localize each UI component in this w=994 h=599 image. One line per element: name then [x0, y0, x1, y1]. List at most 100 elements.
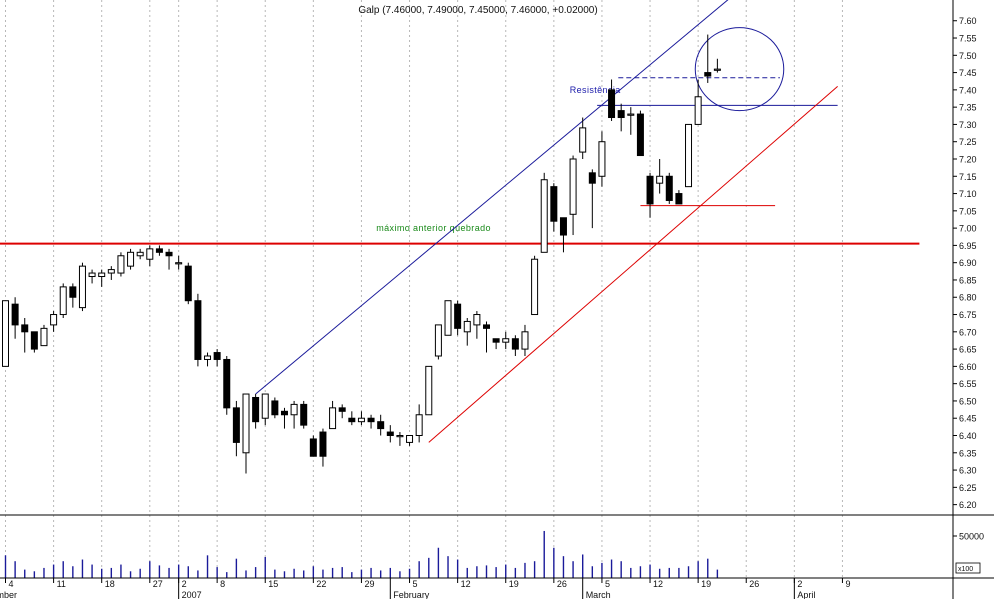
price-tick-label: 6.30: [959, 466, 977, 476]
candle-body-up: [146, 248, 154, 260]
candle-body-up: [425, 365, 433, 416]
candle-body-down: [155, 248, 163, 253]
candle-body-down: [588, 172, 596, 184]
candle: [155, 245, 163, 256]
candle: [473, 311, 481, 339]
candle: [11, 297, 19, 339]
candle-body-down: [377, 421, 385, 430]
x-tick-label: 11: [57, 579, 66, 589]
month-label: 2007: [182, 590, 202, 599]
price-tick-label: 6.20: [959, 500, 977, 510]
month-label: March: [586, 590, 611, 599]
candle-body-up: [434, 324, 442, 357]
x-tick-label: 19: [509, 579, 519, 589]
price-tick-label: 7.20: [959, 154, 977, 164]
candle: [483, 321, 490, 353]
candle-body-down: [608, 89, 616, 119]
candle: [521, 324, 529, 357]
candle-body-down: [338, 407, 346, 412]
candle-body-down: [69, 286, 77, 298]
candle-body-up: [136, 251, 144, 257]
candle-body-up: [59, 286, 67, 316]
x-tick-label: 12: [461, 579, 471, 589]
candle: [617, 103, 625, 132]
candle-body-up: [540, 179, 548, 253]
x-tick-label: 15: [268, 579, 278, 589]
candle-body-down: [492, 338, 500, 343]
candle-body-down: [367, 417, 375, 423]
candle-body-down: [280, 410, 288, 416]
candle: [50, 311, 58, 332]
candle-body-down: [617, 110, 625, 119]
candle-body-up: [78, 265, 86, 309]
candle: [357, 411, 365, 426]
candle-body-down: [194, 300, 202, 360]
candle-body-up: [415, 414, 423, 437]
candle: [636, 110, 644, 157]
candle-body-down: [232, 407, 240, 443]
candles: [2, 34, 721, 474]
candle: [146, 245, 154, 267]
candle-body-up: [656, 175, 664, 184]
annotation-trend-line: [428, 86, 838, 443]
candle-body-down: [21, 324, 29, 333]
candle: [425, 365, 433, 416]
candle: [21, 317, 29, 353]
price-tick-label: 6.95: [959, 241, 977, 251]
candle-body-up: [598, 141, 606, 177]
chart-grid: [5, 0, 843, 578]
candle: [127, 248, 135, 270]
candle: [2, 300, 9, 367]
x-tick-label: 22: [316, 579, 326, 589]
candle-body-down: [309, 438, 317, 457]
candle: [78, 262, 86, 312]
candle: [377, 414, 385, 436]
candle-body-up: [521, 331, 529, 350]
candle-body-up: [694, 96, 702, 125]
price-tick-label: 6.35: [959, 448, 977, 458]
candle: [69, 283, 77, 308]
candle-body-up: [98, 272, 106, 278]
price-tick-label: 6.85: [959, 275, 977, 285]
month-label: April: [797, 590, 815, 599]
candle: [213, 349, 221, 367]
price-tick-label: 7.40: [959, 85, 977, 95]
candle: [540, 172, 548, 253]
candle: [280, 407, 288, 429]
candle: [194, 293, 202, 367]
candle: [656, 158, 664, 194]
candle: [559, 217, 567, 253]
price-tick-label: 6.60: [959, 362, 977, 372]
candle-body-up: [261, 393, 269, 419]
price-tick-label: 7.35: [959, 103, 977, 113]
annotation-label: máximo anterior quebrado: [376, 223, 491, 233]
price-tick-label: 7.00: [959, 224, 977, 234]
x-tick-label: 2: [182, 579, 187, 589]
candle-body-down: [213, 352, 221, 360]
x-tick-label: 2: [797, 579, 802, 589]
x-tick-label: 4: [9, 579, 14, 589]
price-tick-label: 6.50: [959, 396, 977, 406]
candle: [232, 400, 240, 457]
candle-body-down: [646, 175, 654, 205]
candle-body-up: [127, 251, 135, 267]
candle: [608, 79, 616, 121]
price-tick-label: 6.65: [959, 345, 977, 355]
candle: [665, 172, 673, 204]
candle: [309, 435, 317, 457]
candle-body-down: [300, 403, 308, 426]
candle-body-up: [406, 435, 414, 443]
candle: [271, 397, 279, 419]
candle-body-up: [569, 158, 577, 215]
candle: [415, 404, 423, 443]
candle: [329, 400, 337, 430]
x-tick-label: 26: [557, 579, 567, 589]
candle-body-up: [473, 314, 481, 326]
candle: [598, 131, 606, 187]
candle-body-up: [242, 393, 250, 454]
x-tick-label: 18: [105, 579, 115, 589]
candle: [531, 255, 539, 316]
price-tick-label: 7.15: [959, 172, 977, 182]
